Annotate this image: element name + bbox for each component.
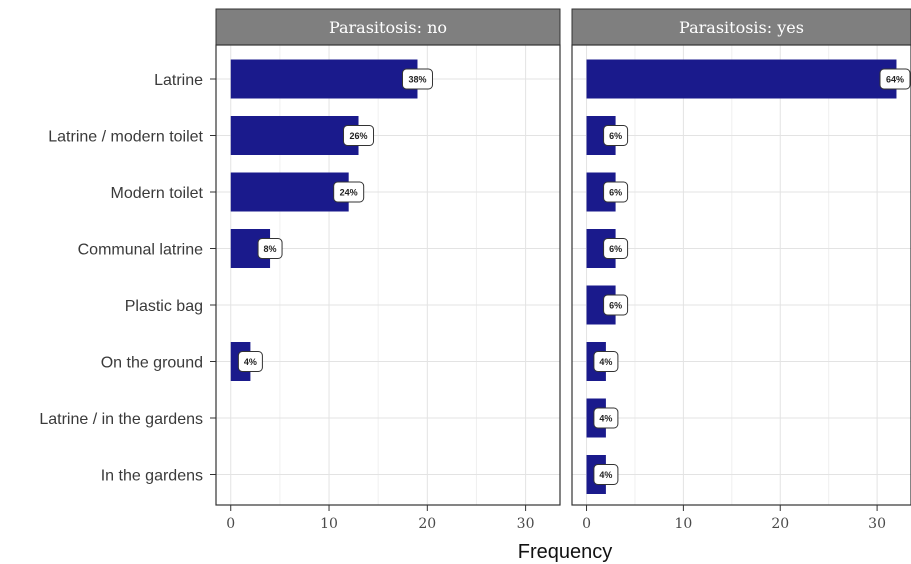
plot-background bbox=[572, 45, 911, 505]
category-label: Modern toilet bbox=[111, 185, 204, 202]
data-label-box bbox=[603, 238, 629, 259]
data-label: 8% bbox=[257, 238, 283, 259]
data-label-box bbox=[257, 238, 283, 259]
bar bbox=[230, 116, 359, 155]
category-label: Latrine / modern toilet bbox=[48, 129, 203, 146]
data-label: 4% bbox=[237, 351, 263, 372]
data-label-text: 8% bbox=[264, 244, 277, 254]
category-label: Communal latrine bbox=[78, 242, 203, 259]
x-tick-label: 30 bbox=[868, 516, 886, 532]
x-tick-label: 0 bbox=[582, 516, 591, 532]
category-label: Latrine bbox=[154, 72, 203, 89]
data-label: 6% bbox=[603, 125, 629, 146]
data-label: 4% bbox=[593, 464, 619, 485]
bar bbox=[230, 172, 349, 212]
data-label-box bbox=[603, 125, 629, 146]
data-label-box bbox=[593, 464, 619, 485]
category-label: On the ground bbox=[101, 355, 203, 372]
data-label-box bbox=[333, 181, 365, 203]
data-label-text: 4% bbox=[599, 357, 612, 367]
data-label: 6% bbox=[603, 294, 629, 316]
panel-border bbox=[215, 44, 561, 506]
panel-parasitosis-no: Parasitosis: no 38% 26% 24% 8% 4% 0 10 20 30 bbox=[215, 8, 561, 532]
data-label-text: 4% bbox=[599, 414, 612, 424]
category-label: Latrine / in the gardens bbox=[39, 411, 203, 428]
bar bbox=[230, 59, 418, 99]
category-labels: Latrine Latrine / modern toilet Modern toi… bbox=[39, 72, 216, 485]
data-label-text: 6% bbox=[609, 188, 622, 198]
data-label: 64% bbox=[879, 68, 911, 90]
data-label-text: 38% bbox=[408, 75, 426, 85]
x-tick-label: 0 bbox=[226, 516, 235, 532]
data-label: 4% bbox=[593, 351, 619, 372]
data-label: 38% bbox=[401, 68, 433, 90]
data-label-text: 64% bbox=[886, 75, 904, 85]
facet-strip-label: Parasitosis: no bbox=[329, 18, 447, 37]
x-tick-label: 20 bbox=[418, 516, 436, 532]
category-label: Plastic bag bbox=[125, 298, 203, 315]
data-label-text: 6% bbox=[609, 301, 622, 311]
category-label: In the gardens bbox=[101, 468, 203, 485]
x-axis-title: Frequency bbox=[518, 541, 613, 563]
data-label: 6% bbox=[603, 181, 629, 203]
facet-strip-label: Parasitosis: yes bbox=[679, 18, 804, 37]
data-label-box bbox=[401, 68, 433, 90]
data-label-text: 6% bbox=[609, 131, 622, 141]
data-label-box bbox=[593, 351, 619, 372]
x-tick-label: 20 bbox=[771, 516, 789, 532]
plot-background bbox=[216, 45, 560, 505]
x-tick-label: 10 bbox=[674, 516, 692, 532]
data-label-box bbox=[593, 407, 619, 429]
data-label-box bbox=[879, 68, 911, 90]
data-label-box bbox=[343, 125, 375, 146]
data-label-text: 26% bbox=[350, 131, 368, 141]
data-label-text: 4% bbox=[599, 470, 612, 480]
facet-strip bbox=[215, 8, 561, 46]
data-label-box bbox=[603, 181, 629, 203]
data-label-text: 6% bbox=[609, 244, 622, 254]
data-label: 4% bbox=[593, 407, 619, 429]
panel-border bbox=[571, 44, 911, 506]
data-label-text: 24% bbox=[340, 188, 358, 198]
data-label: 6% bbox=[603, 238, 629, 259]
data-label-box bbox=[237, 351, 263, 372]
x-tick-label: 30 bbox=[517, 516, 535, 532]
data-label-box bbox=[603, 294, 629, 316]
data-label: 24% bbox=[333, 181, 365, 203]
data-label-text: 4% bbox=[244, 357, 257, 367]
x-tick-label: 10 bbox=[320, 516, 338, 532]
panel-parasitosis-yes: Parasitosis: yes 64% 6% 6% 6% 6% 4% 4% 4% 0 10 20 30 bbox=[571, 8, 911, 532]
data-label: 26% bbox=[343, 125, 375, 146]
bar bbox=[586, 59, 897, 99]
